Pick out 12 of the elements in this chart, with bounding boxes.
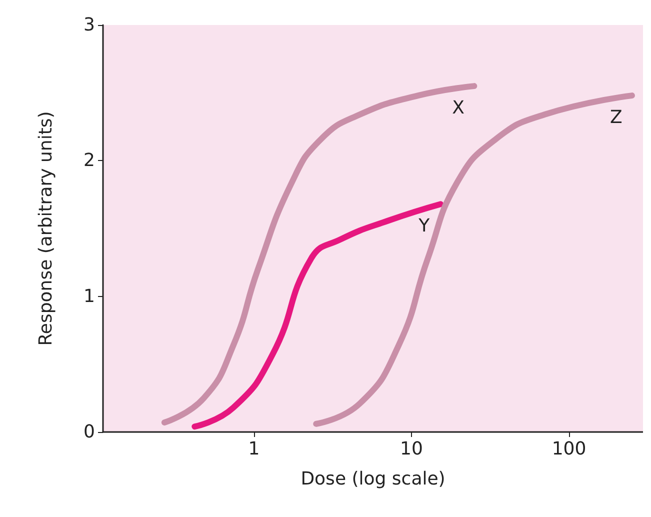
series-label: X [452,98,465,119]
x-tick-label: 10 [400,438,423,460]
x-axis-title: Dose (log scale) [300,468,446,490]
x-tick-label: 1 [248,438,260,460]
series-label: Z [610,107,622,128]
x-tick-label: 100 [552,438,586,460]
y-tick-label: 3 [84,14,95,36]
y-tick-label: 2 [84,150,95,172]
y-tick-label: 0 [84,422,95,442]
series-label: Y [418,216,431,237]
y-axis-title: Response (arbitrary units) [36,111,56,346]
y-tick-label: 1 [84,286,95,307]
